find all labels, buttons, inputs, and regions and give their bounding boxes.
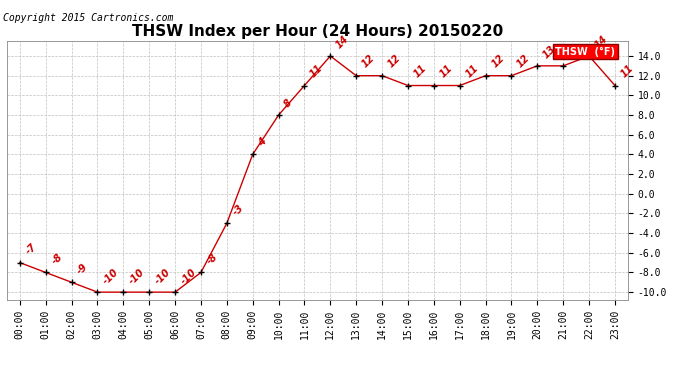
Text: -10: -10 — [179, 267, 199, 286]
Text: -10: -10 — [127, 267, 147, 286]
Text: 11: 11 — [308, 63, 325, 80]
Text: 12: 12 — [489, 53, 506, 70]
Text: -8: -8 — [205, 252, 219, 267]
Text: Copyright 2015 Cartronics.com: Copyright 2015 Cartronics.com — [3, 13, 174, 23]
Title: THSW Index per Hour (24 Hours) 20150220: THSW Index per Hour (24 Hours) 20150220 — [132, 24, 503, 39]
Text: 12: 12 — [386, 53, 402, 70]
Text: -7: -7 — [23, 242, 39, 257]
Text: 13: 13 — [541, 44, 558, 60]
Text: 12: 12 — [360, 53, 377, 70]
Text: 11: 11 — [437, 63, 454, 80]
Text: 14: 14 — [593, 33, 609, 50]
Text: -8: -8 — [50, 252, 64, 267]
Text: THSW  (°F): THSW (°F) — [555, 46, 615, 57]
Text: 11: 11 — [412, 63, 428, 80]
Text: -10: -10 — [101, 267, 121, 286]
Text: 4: 4 — [257, 136, 268, 148]
Text: 14: 14 — [334, 33, 351, 50]
Text: 11: 11 — [619, 63, 635, 80]
Text: 12: 12 — [515, 53, 532, 70]
Text: -3: -3 — [230, 202, 246, 217]
Text: 13: 13 — [567, 44, 584, 60]
Text: -9: -9 — [75, 262, 90, 276]
Text: 8: 8 — [282, 97, 295, 109]
Text: -10: -10 — [153, 267, 172, 286]
Text: 11: 11 — [464, 63, 480, 80]
